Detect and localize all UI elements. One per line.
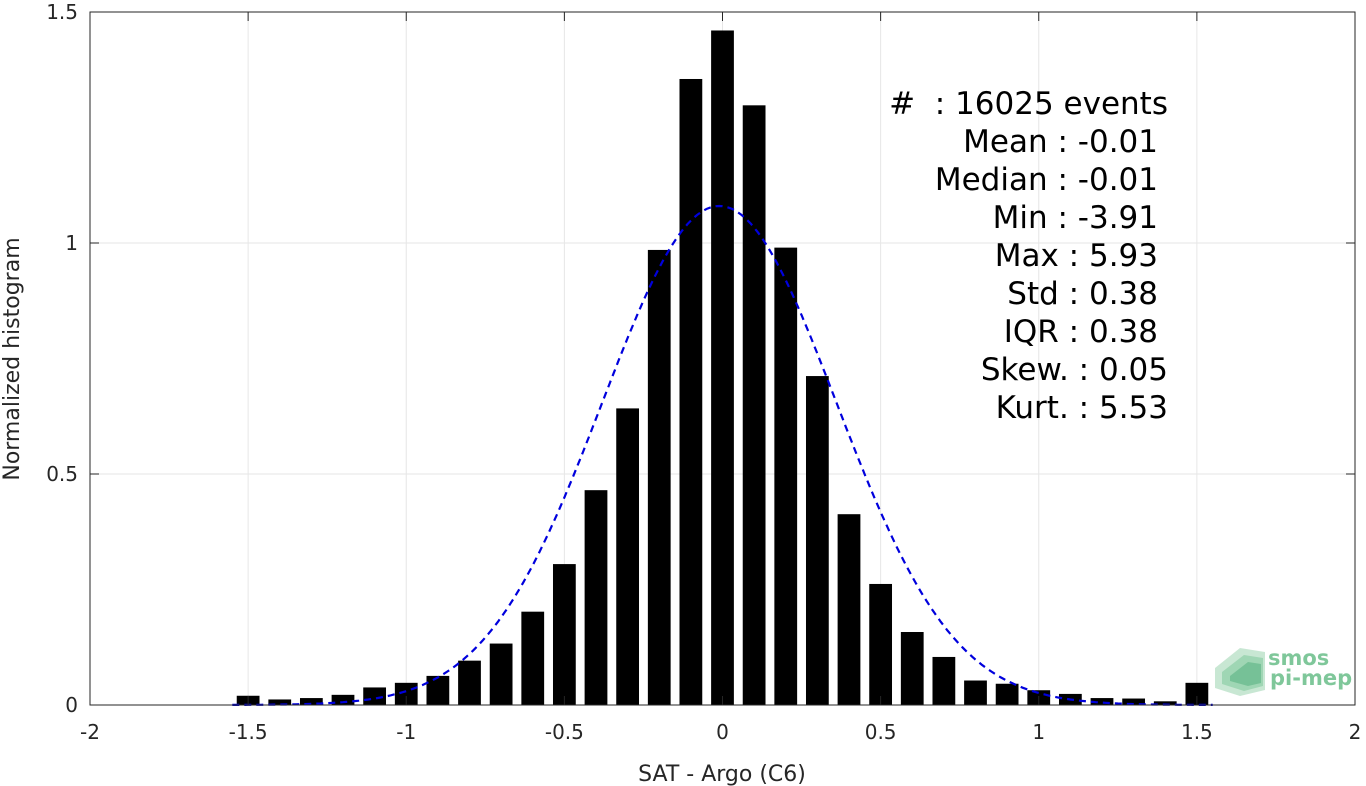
histogram-bar-3 [331, 694, 355, 705]
stat-line-0: # : 16025 events [889, 86, 1168, 122]
histogram-bar-28 [1122, 698, 1146, 705]
stat-line-8: Kurt. : 5.53 [996, 390, 1168, 426]
stat-label: Std [1007, 276, 1059, 312]
stat-label: Min [993, 200, 1048, 236]
x-tick-label-3: -0.5 [545, 720, 584, 744]
x-tick-label-8: 2 [1349, 720, 1362, 744]
stat-label: Kurt. [996, 390, 1069, 426]
stat-separator: : [1059, 276, 1089, 312]
histogram-bar-7 [458, 660, 481, 705]
histogram-bar-30 [1185, 682, 1209, 705]
stat-value: 16025 events [955, 86, 1168, 122]
stat-label: Skew. [981, 352, 1069, 388]
histogram-bar-9 [521, 611, 545, 705]
stat-separator: : [1048, 200, 1078, 236]
histogram-bar-19 [837, 514, 861, 705]
histogram-bar-20 [869, 583, 893, 705]
histogram-bar-15 [711, 30, 734, 706]
x-tick-label-2: -1 [396, 720, 416, 744]
y-tick-label-1: 0.5 [46, 462, 78, 486]
stat-separator: : [1059, 238, 1089, 274]
stat-value: 5.53 [1099, 390, 1168, 426]
histogram-bar-18 [805, 376, 829, 705]
stat-separator: : [1059, 314, 1089, 350]
histogram-bar-8 [489, 643, 513, 705]
stat-separator: : [1069, 390, 1099, 426]
histogram-bar-27 [1090, 698, 1114, 705]
x-tick-label-0: -2 [80, 720, 100, 744]
stat-label: # [889, 86, 915, 122]
stat-separator: : [1048, 162, 1078, 198]
histogram-bar-10 [552, 564, 576, 705]
stat-value: -0.01 [1078, 162, 1158, 198]
stat-value: -3.91 [1078, 200, 1158, 236]
stat-line-4: Max : 5.93 [995, 238, 1158, 274]
logo-line1: smos [1268, 646, 1329, 670]
histogram-bar-13 [647, 249, 671, 705]
histogram-bar-21 [900, 632, 924, 705]
axis-ticks [89, 11, 1356, 706]
histogram-bar-22 [932, 656, 956, 705]
stat-line-7: Skew. : 0.05 [981, 352, 1168, 388]
histogram-bar-1 [268, 699, 292, 705]
x-tick-label-5: 0.5 [865, 720, 897, 744]
stat-label: IQR [1004, 314, 1059, 350]
x-tick-label-6: 1 [1032, 720, 1045, 744]
tick-labels: -2 -1.5 -1 -0.5 0 0.5 1 1.5 2 0 0.5 1 1.5 [46, 0, 1361, 744]
stat-separator: : [915, 86, 955, 122]
x-tick-label-1: -1.5 [229, 720, 268, 744]
stat-line-5: Std : 0.38 [1007, 276, 1158, 312]
x-axis-label: SAT - Argo (C6) [638, 762, 806, 786]
histogram-bar-17 [774, 247, 798, 705]
stat-value: 0.38 [1089, 276, 1158, 312]
y-tick-label-3: 1.5 [46, 0, 78, 24]
histogram-bar-6 [426, 675, 450, 705]
logo-line2: pi-mep [1270, 666, 1352, 690]
histogram-bar-14 [679, 78, 703, 706]
stat-line-3: Min : -3.91 [993, 200, 1158, 236]
histogram-bar-2 [299, 698, 323, 705]
histogram-bar-16 [742, 105, 766, 706]
histogram-bar-4 [363, 687, 387, 705]
y-tick-label-2: 1 [65, 231, 78, 255]
histogram-bar-29 [1153, 701, 1177, 705]
histogram-bars [236, 30, 1209, 706]
stat-label: Max [995, 238, 1059, 274]
stat-line-1: Mean : -0.01 [963, 124, 1158, 160]
stat-label: Mean [963, 124, 1047, 160]
y-tick-label-0: 0 [65, 693, 78, 717]
logo-mark-icon [1215, 648, 1265, 696]
stat-separator: : [1069, 352, 1099, 388]
histogram-bar-12 [616, 408, 640, 705]
stat-value: 0.38 [1089, 314, 1158, 350]
smos-pi-mep-logo: smos pi-mep [1215, 646, 1352, 696]
stat-value: -0.01 [1078, 124, 1158, 160]
stat-line-6: IQR : 0.38 [1004, 314, 1158, 350]
stat-separator: : [1048, 124, 1078, 160]
y-axis-label: Normalized histogram [0, 237, 25, 480]
histogram-bar-23 [964, 680, 987, 705]
stat-value: 0.05 [1099, 352, 1168, 388]
histogram-bar-24 [995, 683, 1019, 705]
stat-label: Median [935, 162, 1048, 198]
histogram-bar-11 [584, 490, 608, 705]
stat-value: 5.93 [1089, 238, 1158, 274]
gaussian-fit-curve [232, 204, 1213, 706]
x-tick-label-4: 0 [716, 720, 729, 744]
stat-line-2: Median : -0.01 [935, 162, 1158, 198]
x-tick-label-7: 1.5 [1181, 720, 1213, 744]
